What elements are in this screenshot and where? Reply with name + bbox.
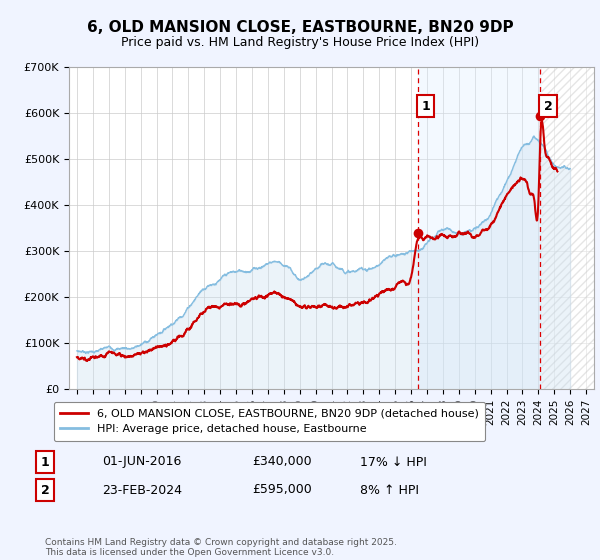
Text: Contains HM Land Registry data © Crown copyright and database right 2025.
This d: Contains HM Land Registry data © Crown c…	[45, 538, 397, 557]
Text: 1: 1	[41, 455, 49, 469]
Text: £595,000: £595,000	[252, 483, 312, 497]
Text: 6, OLD MANSION CLOSE, EASTBOURNE, BN20 9DP: 6, OLD MANSION CLOSE, EASTBOURNE, BN20 9…	[86, 20, 514, 35]
Text: 8% ↑ HPI: 8% ↑ HPI	[360, 483, 419, 497]
Text: 01-JUN-2016: 01-JUN-2016	[102, 455, 181, 469]
Text: 1: 1	[421, 100, 430, 113]
Text: Price paid vs. HM Land Registry's House Price Index (HPI): Price paid vs. HM Land Registry's House …	[121, 36, 479, 49]
Text: 23-FEB-2024: 23-FEB-2024	[102, 483, 182, 497]
Bar	[418, 67, 542, 389]
Text: 2: 2	[544, 100, 553, 113]
Text: 2: 2	[41, 483, 49, 497]
Legend: 6, OLD MANSION CLOSE, EASTBOURNE, BN20 9DP (detached house), HPI: Average price,: 6, OLD MANSION CLOSE, EASTBOURNE, BN20 9…	[53, 402, 485, 441]
Text: £340,000: £340,000	[252, 455, 311, 469]
Text: 17% ↓ HPI: 17% ↓ HPI	[360, 455, 427, 469]
